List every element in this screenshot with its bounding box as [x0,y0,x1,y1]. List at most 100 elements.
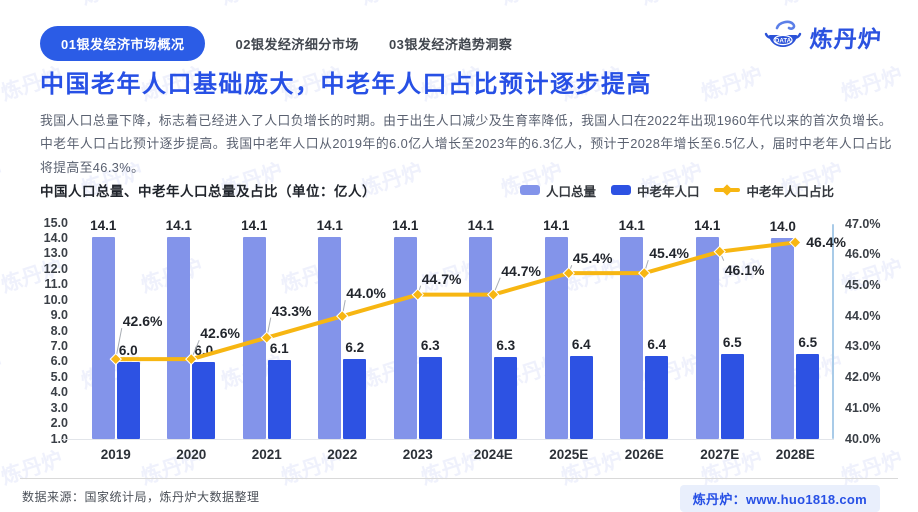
watermark-tile: 炼丹炉 [497,0,566,11]
bar-value-label-mid-elderly: 6.0 [194,342,214,358]
bar-value-label-mid-elderly: 6.3 [496,338,516,354]
y-axis-tick-left: 14.0 [43,230,68,245]
bar-mid-elderly-population [720,354,744,439]
x-axis-label: 2028E [775,447,815,462]
tab-2[interactable]: 02银发经济细分市场 [235,37,359,52]
legend-label: 人口总量 [545,184,596,199]
legend-item-bar: 中老年人口 [610,181,700,200]
ratio-value-label: 46.4% [806,234,846,251]
x-axis-label: 2025E [549,447,589,462]
bar-value-label-mid-elderly: 6.4 [647,336,667,352]
ratio-value-label: 45.4% [649,245,689,262]
ratio-value-label: 45.4% [572,250,613,267]
x-axis-label: 2023 [402,447,433,462]
bar-mid-elderly-population [418,357,442,439]
y-axis-tick-right: 42.0% [845,370,881,385]
bar-mid-elderly-population [569,355,593,439]
x-axis-label: 2021 [251,447,282,462]
y-axis-tick-left: 15.0 [43,215,68,230]
bar-mid-elderly-population [267,360,291,439]
x-axis-baseline [62,438,834,440]
legend-diamond-icon [721,184,734,196]
y-axis-tick-right: 47.0% [845,216,881,231]
bar-value-label-total: 14.1 [392,217,419,233]
legend-swatch-icon [519,185,540,195]
x-axis-label: 2020 [176,447,207,462]
y-axis-tick-left: 3.0 [50,400,68,415]
x-axis-label: 2024E [473,447,513,462]
bar-mid-elderly-population [494,357,518,439]
chart-legend: 人口总量 中老年人口 中老年人口占比 [519,181,834,200]
legend-swatch-icon [610,185,631,195]
x-axis-label: 2022 [327,447,358,462]
data-source: 数据来源：国家统计局，炼丹炉大数据整理 [22,490,260,504]
y-axis-tick-left: 13.0 [43,246,68,261]
ratio-value-label: 43.3% [271,302,312,319]
bar-value-label-mid-elderly: 6.2 [345,339,365,355]
bar-value-label-total: 14.1 [618,217,645,233]
y-axis-tick-right: 43.0% [845,339,881,354]
brand-name: 炼丹炉 [808,26,883,52]
intro-paragraph: 我国人口总量下降，标志着已经进入了人口负增长的时期。由于出生人口减少及生育率降低… [40,113,892,175]
bar-value-label-total: 14.1 [543,217,570,233]
y-axis-tick-right: 41.0% [845,400,881,415]
ratio-value-label: 42.6% [122,313,163,330]
tab-1[interactable]: 01银发经济市场概况 [40,26,206,61]
watermark-tile: 炼丹炉 [838,63,906,106]
bar-total-population [318,236,342,439]
footer-divider [20,478,898,479]
bar-value-label-total: 14.1 [316,217,343,233]
ratio-value-label: 42.6% [200,325,240,342]
bar-value-label-mid-elderly: 6.1 [269,341,289,357]
bar-value-label-total: 14.0 [769,219,796,235]
bar-value-label-total: 14.1 [467,217,494,233]
ratio-value-label: 44.7% [421,270,462,287]
bar-mid-elderly-population [645,355,669,439]
y-axis-tick-right: 44.0% [845,308,881,323]
chart-region: 15.0 14.0 13.0 12.0 11.0 10.0 9.0 8.0 7.0 6.0 5.0 4… [0,208,918,470]
website-pill[interactable]: 炼丹炉：www.huo1818.com [679,485,880,512]
y-axis-tick-left: 10.0 [43,292,68,307]
watermark-tile: 炼丹炉 [777,0,846,11]
x-axis-label: 2027E [700,447,740,462]
legend-label: 中老年人口占比 [746,184,834,199]
bar-total-population [167,236,191,439]
cauldron-data-icon: DATA [764,20,802,47]
bar-mid-elderly-population [116,361,140,439]
label-connector [492,277,501,295]
y-axis-tick-left: 4.0 [50,385,68,400]
y-axis-tick-left: 5.0 [50,369,68,384]
bar-mid-elderly-population [796,354,820,439]
top-tabs: 01银发经济市场概况 02银发经济细分市场 03银发经济趋势洞察 [40,26,512,61]
bar-value-label-total: 14.1 [694,217,721,233]
bar-total-population [242,236,266,439]
bar-value-label-total: 14.1 [241,217,268,233]
bar-mid-elderly-population [192,361,216,439]
x-axis-label: 2026E [624,447,664,462]
label-connector [568,264,573,274]
legend-item-ratio: 中老年人口占比 [714,181,834,200]
bar-total-population [91,236,115,439]
bar-value-label-mid-elderly: 6.0 [118,342,138,358]
tab-3[interactable]: 03银发经济趋势洞察 [388,37,513,52]
y-axis-tick-left: 11.0 [44,277,68,292]
svg-text:DATA: DATA [775,37,792,44]
watermark-tile: 炼丹炉 [217,0,286,11]
watermark-tile: 炼丹炉 [0,0,6,11]
legend-label: 中老年人口 [636,184,700,199]
y-axis-tick-right: 46.0% [845,247,881,262]
legend-line-icon [714,184,741,196]
watermark-tile: 炼丹炉 [637,0,706,11]
y-axis-tick-left: 9.0 [50,308,68,323]
label-connector [643,259,649,274]
bar-value-label-total: 14.1 [165,217,192,233]
legend-item-bar: 人口总量 [519,181,596,200]
y-axis-tick-left: 12.0 [43,261,68,276]
watermark-tile: 炼丹炉 [357,0,426,11]
y-axis-tick-left: 1.0 [50,431,68,446]
watermark-tile: 炼丹炉 [698,63,766,106]
chart-header: 中国人口总量、中老年人口总量及占比（单位：亿人） 人口总量 中老年人口 中老年人口占… [40,180,834,200]
page-title: 中国老年人口基础庞大，中老年人口占比预计逐步提高 [40,71,652,98]
y-axis-tick-left: 8.0 [50,323,68,338]
bar-value-label-mid-elderly: 6.5 [798,335,818,351]
